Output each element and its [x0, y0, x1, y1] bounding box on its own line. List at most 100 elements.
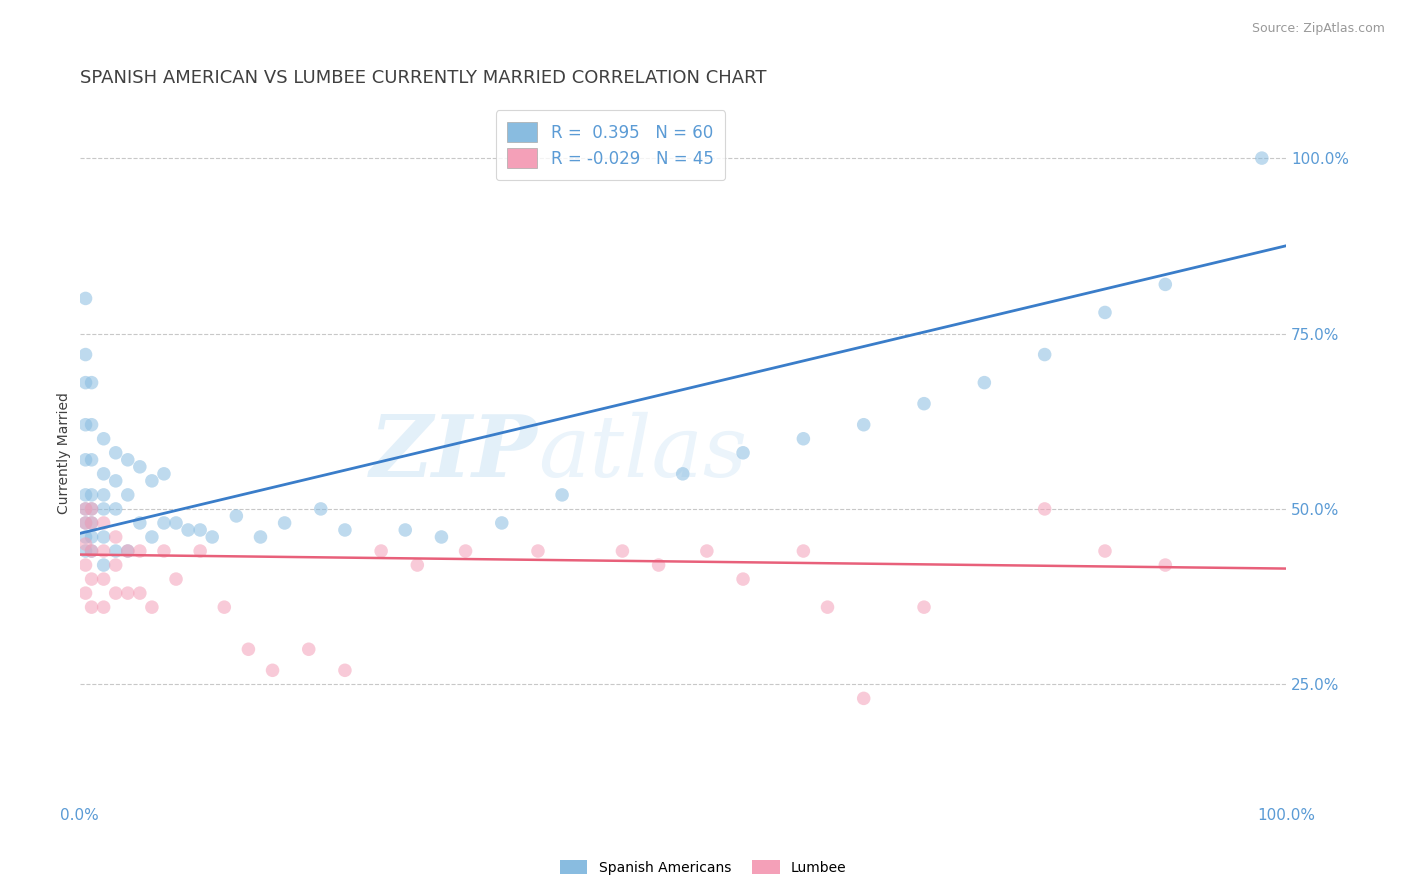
Point	[731, 446, 754, 460]
Point	[80, 502, 103, 516]
Point	[80, 544, 103, 558]
Y-axis label: Currently Married: Currently Married	[58, 392, 72, 514]
Point	[527, 544, 550, 558]
Text: ZIP: ZIP	[370, 411, 538, 494]
Point	[792, 544, 814, 558]
Point	[104, 586, 127, 600]
Point	[75, 586, 97, 600]
Point	[93, 572, 115, 586]
Point	[75, 452, 97, 467]
Point	[80, 516, 103, 530]
Point	[141, 530, 163, 544]
Point	[912, 600, 935, 615]
Point	[852, 417, 875, 432]
Point	[672, 467, 695, 481]
Point	[852, 691, 875, 706]
Point	[93, 516, 115, 530]
Point	[80, 417, 103, 432]
Point	[1033, 347, 1056, 361]
Point	[1033, 502, 1056, 516]
Text: atlas: atlas	[538, 411, 747, 494]
Point	[75, 516, 97, 530]
Point	[104, 544, 127, 558]
Point	[817, 600, 839, 615]
Point	[1094, 305, 1116, 319]
Point	[1250, 151, 1272, 165]
Point	[104, 474, 127, 488]
Point	[104, 558, 127, 572]
Point	[75, 537, 97, 551]
Point	[406, 558, 429, 572]
Point	[93, 558, 115, 572]
Point	[93, 432, 115, 446]
Point	[792, 432, 814, 446]
Legend: Spanish Americans, Lumbee: Spanish Americans, Lumbee	[554, 855, 852, 880]
Point	[75, 502, 97, 516]
Point	[153, 544, 176, 558]
Point	[75, 558, 97, 572]
Point	[177, 523, 200, 537]
Point	[75, 488, 97, 502]
Point	[394, 523, 416, 537]
Point	[188, 523, 211, 537]
Point	[93, 488, 115, 502]
Point	[696, 544, 718, 558]
Point	[249, 530, 271, 544]
Point	[1094, 544, 1116, 558]
Point	[117, 452, 139, 467]
Point	[104, 446, 127, 460]
Point	[104, 530, 127, 544]
Point	[93, 467, 115, 481]
Point	[80, 572, 103, 586]
Point	[153, 467, 176, 481]
Point	[731, 572, 754, 586]
Point	[117, 488, 139, 502]
Point	[454, 544, 477, 558]
Point	[80, 544, 103, 558]
Point	[214, 600, 236, 615]
Point	[973, 376, 995, 390]
Point	[273, 516, 295, 530]
Point	[165, 572, 187, 586]
Point	[333, 523, 356, 537]
Point	[75, 530, 97, 544]
Point	[104, 502, 127, 516]
Text: SPANISH AMERICAN VS LUMBEE CURRENTLY MARRIED CORRELATION CHART: SPANISH AMERICAN VS LUMBEE CURRENTLY MAR…	[80, 69, 766, 87]
Point	[612, 544, 634, 558]
Point	[80, 452, 103, 467]
Point	[80, 376, 103, 390]
Point	[93, 530, 115, 544]
Point	[75, 516, 97, 530]
Point	[128, 586, 150, 600]
Point	[430, 530, 453, 544]
Point	[491, 516, 513, 530]
Point	[298, 642, 321, 657]
Point	[551, 488, 574, 502]
Point	[262, 663, 284, 677]
Point	[333, 663, 356, 677]
Point	[141, 474, 163, 488]
Point	[370, 544, 392, 558]
Point	[93, 544, 115, 558]
Point	[1154, 558, 1177, 572]
Point	[117, 544, 139, 558]
Point	[165, 516, 187, 530]
Point	[75, 544, 97, 558]
Point	[75, 417, 97, 432]
Point	[93, 600, 115, 615]
Point	[141, 600, 163, 615]
Text: Source: ZipAtlas.com: Source: ZipAtlas.com	[1251, 22, 1385, 36]
Point	[188, 544, 211, 558]
Legend: R =  0.395   N = 60, R = -0.029   N = 45: R = 0.395 N = 60, R = -0.029 N = 45	[495, 111, 725, 180]
Point	[201, 530, 224, 544]
Point	[153, 516, 176, 530]
Point	[80, 516, 103, 530]
Point	[647, 558, 669, 572]
Point	[80, 600, 103, 615]
Point	[80, 488, 103, 502]
Point	[1154, 277, 1177, 292]
Point	[117, 544, 139, 558]
Point	[80, 530, 103, 544]
Point	[912, 397, 935, 411]
Point	[75, 347, 97, 361]
